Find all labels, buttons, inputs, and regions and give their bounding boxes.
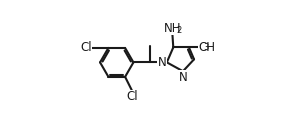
Text: 2: 2 [176,26,182,35]
Text: N: N [179,71,187,84]
Text: Cl: Cl [126,90,138,103]
Text: NH: NH [164,22,181,35]
Text: 3: 3 [203,43,208,53]
Text: N: N [157,56,166,69]
Text: Cl: Cl [80,41,92,54]
Text: CH: CH [198,41,215,54]
